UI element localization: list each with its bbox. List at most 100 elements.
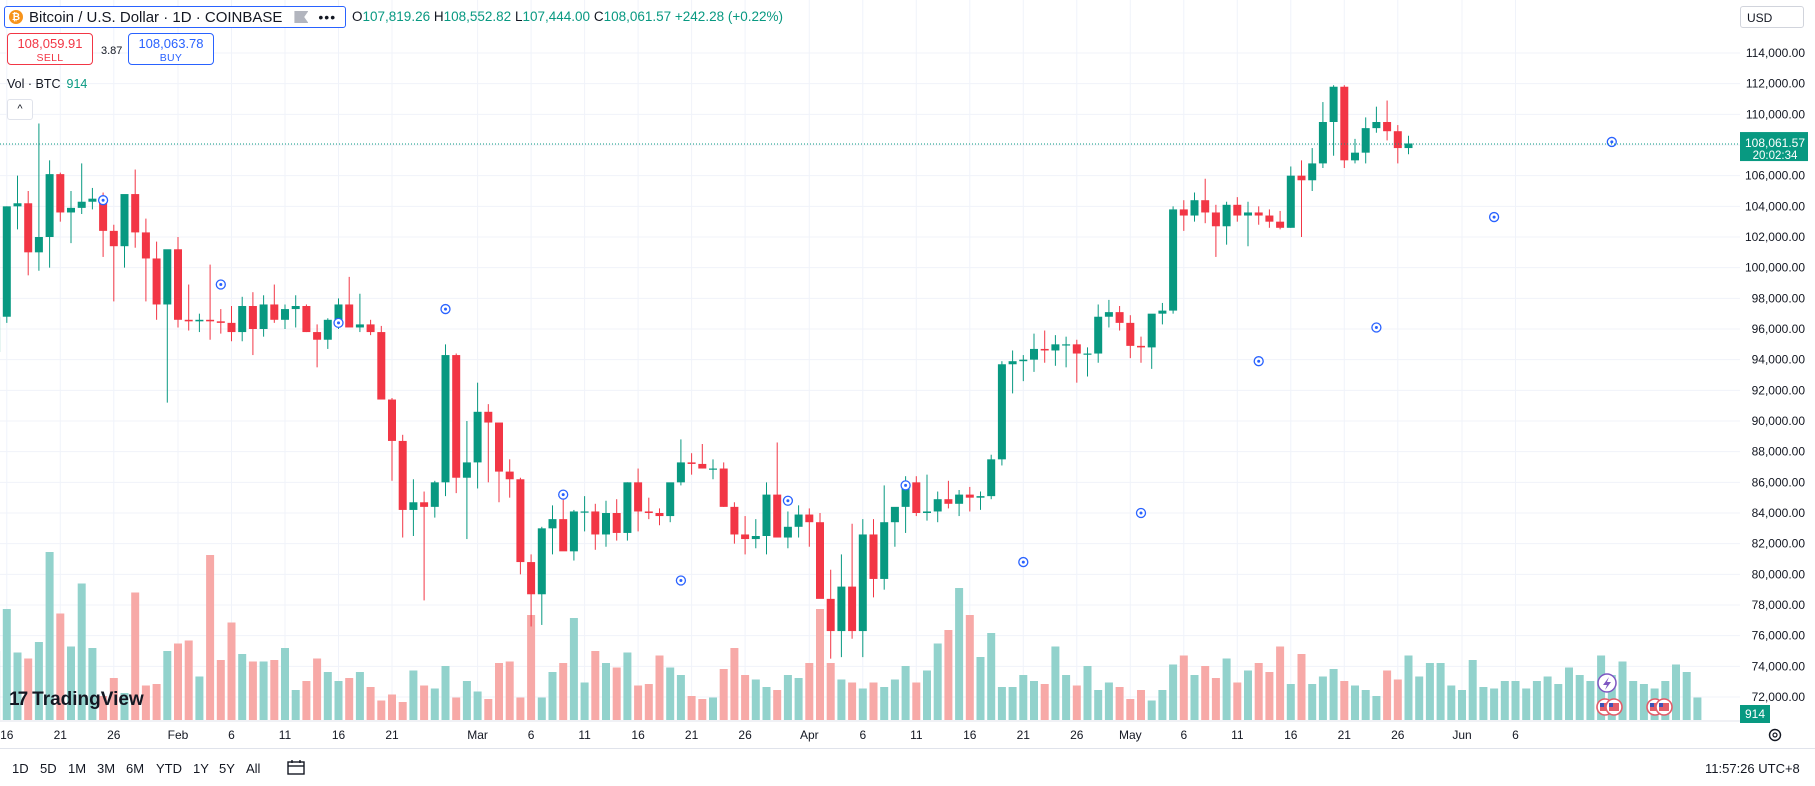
candle-body [270,304,278,319]
marker-dot [1375,326,1378,329]
candle-body [880,522,888,579]
volume-bar [934,644,942,721]
dividend-marker-icon [1490,213,1499,222]
time-tick-label: Jun [1452,728,1471,742]
volume-bar [1565,668,1573,721]
volume-bar [388,695,396,721]
price-tick-label: 86,000.00 [1752,475,1806,489]
buy-price: 108,063.78 [129,36,213,51]
volume-bar [837,680,845,721]
candle-body [153,258,161,304]
tradingview-logo[interactable]: 17 TradingView [9,689,144,711]
buy-label: BUY [129,51,213,66]
volume-bar [752,680,760,721]
candle-body [474,412,482,463]
candle-body [516,479,524,562]
volume-bar [1415,677,1423,721]
symbol-selector[interactable]: ₿ Bitcoin / U.S. Dollar · 1D · COINBASE … [4,6,346,28]
range-all-button[interactable]: All [246,761,260,776]
candle-body [281,309,289,320]
collapse-legend-button[interactable]: ^ [7,99,33,120]
candle-body [752,536,760,539]
range-1m-button[interactable]: 1M [68,761,86,776]
volume-bar [153,684,161,720]
sell-button[interactable]: 108,059.91 SELL [7,33,93,65]
price-tick-label: 94,000.00 [1752,353,1806,367]
range-3m-button[interactable]: 3M [97,761,115,776]
candle-body [944,499,952,504]
candle-body [1351,153,1359,161]
candle-body [977,496,985,498]
volume-bar [1672,665,1680,721]
time-tick-label: 21 [385,728,399,742]
us-flag-event-icon [1656,699,1672,715]
time-tick-label: 21 [54,728,68,742]
volume-bar [1576,675,1584,720]
candle-body [24,203,32,252]
candle-body [1330,87,1338,122]
volume-bar [741,675,749,720]
volume-bar [1084,666,1092,720]
price-tick-label: 88,000.00 [1752,445,1806,459]
candle-body [292,306,300,309]
candle-body [720,469,728,507]
volume-bar [1394,680,1402,721]
flag-icon[interactable] [294,11,308,23]
range-5d-button[interactable]: 5D [40,761,57,776]
close-label: C [594,9,604,24]
volume-bar [773,690,781,720]
currency-selector[interactable]: USD [1740,6,1804,28]
volume-bar [270,660,278,720]
candle-body [805,515,813,523]
price-tick-label: 72,000.00 [1752,690,1806,704]
buy-button[interactable]: 108,063.78 BUY [128,33,214,65]
volume-bar [1479,687,1487,720]
candle-body [431,482,439,507]
range-1y-button[interactable]: 1Y [193,761,209,776]
range-1d-button[interactable]: 1D [12,761,29,776]
price-tick-label: 76,000.00 [1752,629,1806,643]
volume-bar [463,681,471,720]
candle-body [570,511,578,551]
change-value: +242.28 (+0.22%) [675,9,783,24]
calendar-icon[interactable] [287,759,305,775]
flag-canton [1659,703,1663,707]
candle-body [506,472,514,480]
range-5y-button[interactable]: 5Y [219,761,235,776]
candle-body [88,199,96,202]
candle-body [399,441,407,510]
candle-body [837,587,845,631]
volume-bar [880,687,888,720]
volume-bar [688,696,696,720]
marker-dot [1022,561,1025,564]
candle-body [452,355,460,478]
time-tick-label: 6 [859,728,866,742]
volume-bar [206,555,214,720]
range-ytd-button[interactable]: YTD [156,761,182,776]
dividend-marker-icon [901,481,910,490]
time-tick-label: 6 [228,728,235,742]
range-6m-button[interactable]: 6M [126,761,144,776]
volume-bar [399,702,407,720]
candle-body [409,502,417,510]
candle-body [1041,349,1049,351]
volume-bar [1469,660,1477,720]
volume-bar [452,698,460,721]
volume-bar [1244,671,1252,721]
candle-body [1233,205,1241,216]
price-tick-label: 84,000.00 [1752,506,1806,520]
more-options-icon[interactable]: ••• [318,9,336,25]
volume-bar [1287,684,1295,720]
volume-bar [1073,686,1081,721]
volume-bar [720,669,728,720]
time-tick-label: 11 [910,728,923,742]
price-chart[interactable]: 72,000.0074,000.0076,000.0078,000.0080,0… [0,0,1815,748]
marker-dot [562,493,565,496]
price-tick-label: 90,000.00 [1752,414,1806,428]
candle-body [816,522,824,599]
time-tick-label: Feb [168,728,189,742]
dividend-marker-icon [783,496,792,505]
flag-canton [1600,703,1604,707]
candle-body [313,332,321,340]
